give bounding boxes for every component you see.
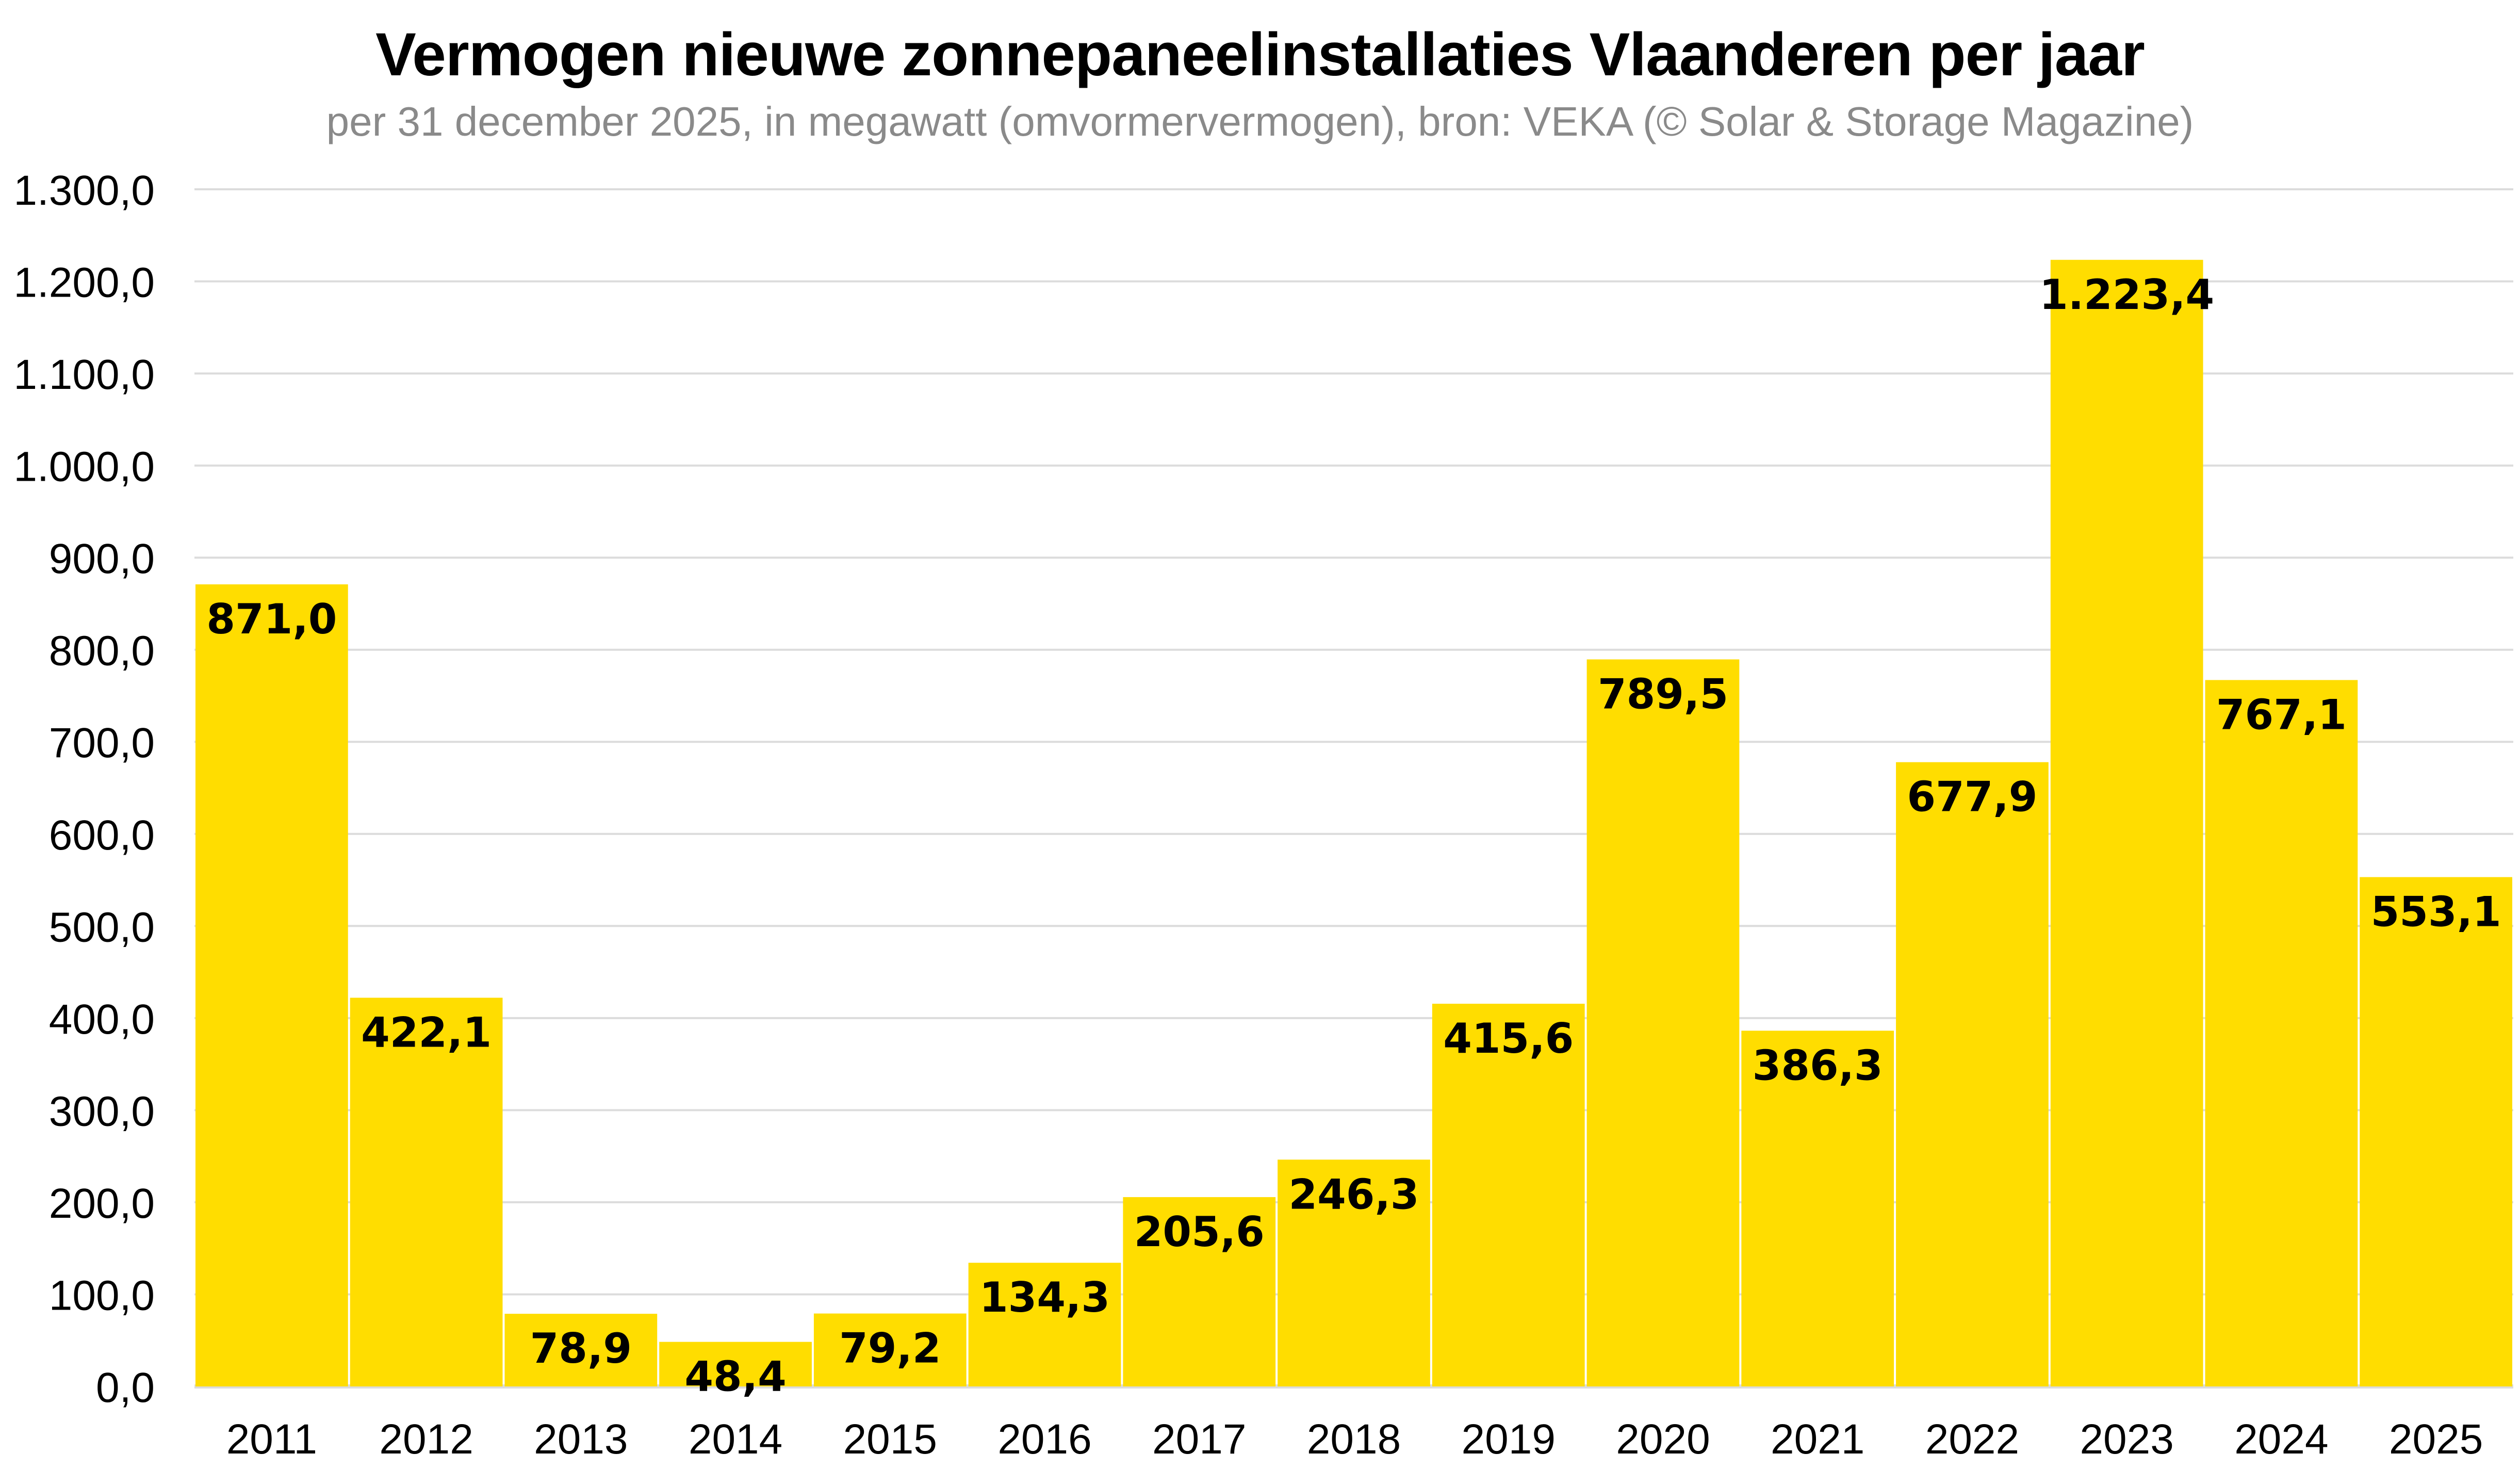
bar: [1896, 762, 2049, 1386]
x-tick-label: 2022: [1925, 1416, 2019, 1463]
bar: [1741, 1031, 1894, 1386]
chart-title: Vermogen nieuwe zonnepaneelinstallaties …: [375, 21, 2145, 89]
x-tick-label: 2018: [1307, 1416, 1401, 1463]
y-tick-label: 500,0: [49, 904, 155, 951]
x-tick-label: 2013: [534, 1416, 628, 1463]
y-tick-label: 600,0: [49, 812, 155, 859]
x-tick-label: 2012: [379, 1416, 473, 1463]
data-label: 134,3: [979, 1273, 1110, 1321]
x-tick-label: 2014: [689, 1416, 782, 1463]
data-label: 415,6: [1443, 1015, 1574, 1063]
x-tick-label: 2025: [2389, 1416, 2483, 1463]
bar: [2050, 259, 2203, 1386]
y-tick-label: 900,0: [49, 535, 155, 582]
data-label: 79,2: [839, 1325, 941, 1373]
bar: [195, 584, 348, 1386]
x-tick-label: 2023: [2080, 1416, 2173, 1463]
y-tick-label: 200,0: [49, 1180, 155, 1227]
bar: [1123, 1197, 1276, 1386]
y-tick-label: 700,0: [49, 720, 155, 766]
data-label: 386,3: [1753, 1041, 1883, 1089]
x-tick-label: 2015: [843, 1416, 937, 1463]
bar: [504, 1314, 658, 1386]
y-tick-label: 0,0: [96, 1364, 155, 1411]
x-tick-label: 2016: [997, 1416, 1091, 1463]
chart-subtitle: per 31 december 2025, in megawatt (omvor…: [326, 99, 2194, 144]
y-tick-label: 400,0: [49, 996, 155, 1043]
bar: [813, 1313, 967, 1386]
bar: [350, 998, 503, 1386]
y-tick-label: 1.200,0: [13, 259, 155, 306]
bar: [1586, 659, 1740, 1386]
x-tick-label: 2011: [226, 1416, 317, 1463]
y-tick-label: 1.000,0: [13, 444, 155, 491]
data-label: 767,1: [2216, 691, 2347, 739]
x-tick-label: 2019: [1462, 1416, 1556, 1463]
bar: [2360, 877, 2512, 1386]
y-tick-label: 300,0: [49, 1088, 155, 1135]
bar: [968, 1263, 1121, 1386]
bar: [2205, 680, 2358, 1386]
bar: [1432, 1003, 1585, 1386]
data-labels: 871,0 422,1 78,9 48,4 79,2 134,3 205,6 246,3 415…: [206, 271, 2501, 1401]
x-tick-label: 2021: [1771, 1416, 1864, 1463]
data-label: 422,1: [361, 1008, 492, 1056]
bar: [1278, 1159, 1430, 1386]
data-label: 677,9: [1907, 773, 2037, 821]
data-label: 871,0: [206, 595, 337, 643]
data-label: 48,4: [684, 1353, 786, 1401]
y-tick-label: 100,0: [49, 1272, 155, 1319]
data-label: 246,3: [1288, 1170, 1419, 1218]
y-tick-label: 1.100,0: [13, 351, 155, 398]
data-label: 78,9: [530, 1325, 632, 1373]
data-label: 553,1: [2371, 888, 2501, 936]
y-axis-ticks: 0,0 100,0 200,0 300,0 400,0 500,0 600,0 700,0 80…: [13, 167, 155, 1411]
y-tick-label: 1.300,0: [13, 167, 155, 214]
data-label: 789,5: [1598, 670, 1728, 718]
data-label: 205,6: [1134, 1208, 1265, 1256]
data-label: 1.223,4: [2039, 271, 2214, 319]
x-tick-label: 2017: [1152, 1416, 1246, 1463]
y-tick-label: 800,0: [49, 628, 155, 675]
x-axis-ticks: 2011 2012 2013 2014 2015 2016 2017 2018 2019 2020…: [226, 1416, 2483, 1463]
bar: [659, 1342, 812, 1386]
x-tick-label: 2020: [1616, 1416, 1710, 1463]
x-tick-label: 2024: [2234, 1416, 2328, 1463]
bars: [195, 259, 2512, 1386]
